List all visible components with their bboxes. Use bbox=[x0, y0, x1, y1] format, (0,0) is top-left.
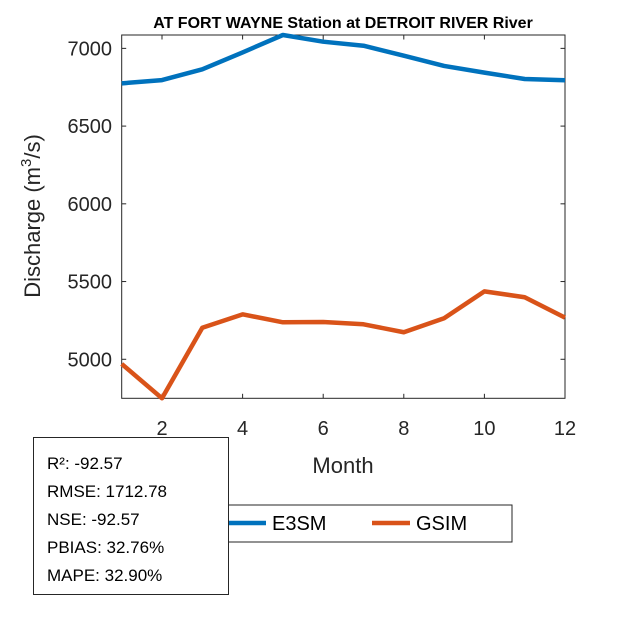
legend-box bbox=[221, 504, 513, 543]
x-tick-label: 10 bbox=[473, 418, 495, 440]
stat-r2: R²: -92.57 bbox=[47, 454, 123, 473]
stat-pbias: PBIAS: 32.76% bbox=[47, 538, 165, 557]
legend-label-gsim: GSIM bbox=[416, 513, 467, 535]
y-tick-label: 6000 bbox=[68, 194, 113, 216]
stat-nse: NSE: -92.57 bbox=[47, 510, 140, 529]
series-line-gsim bbox=[120, 289, 567, 401]
x-axis-label: Month bbox=[312, 453, 373, 478]
x-tick-label: 6 bbox=[318, 418, 329, 440]
y-tick-label: 5000 bbox=[68, 349, 113, 371]
x-tick-label: 12 bbox=[554, 418, 576, 440]
plot-area bbox=[121, 34, 566, 399]
y-tick-label: 6500 bbox=[68, 116, 113, 138]
stat-mape: MAPE: 32.90% bbox=[47, 566, 163, 585]
chart-title: AT FORT WAYNE Station at DETROIT RIVER R… bbox=[153, 15, 533, 32]
stats-box: R²: -92.57 RMSE: 1712.78 NSE: -92.57 PBI… bbox=[33, 437, 229, 595]
series-line-e3sm bbox=[121, 32, 566, 86]
x-tick-label: 4 bbox=[237, 418, 248, 440]
x-tick-label: 8 bbox=[398, 418, 409, 440]
x-tick-label: 2 bbox=[156, 418, 167, 440]
legend-label-e3sm: E3SM bbox=[272, 513, 326, 535]
y-tick-label: 7000 bbox=[68, 38, 113, 60]
stat-rmse: RMSE: 1712.78 bbox=[47, 482, 168, 501]
y-tick-label: 5500 bbox=[68, 272, 113, 294]
y-axis-label: Discharge (m3/s) bbox=[18, 134, 45, 298]
